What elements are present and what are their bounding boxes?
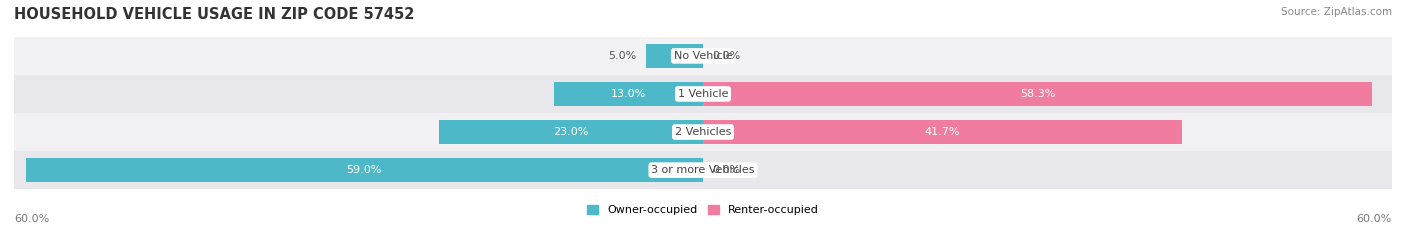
- Bar: [14, 75, 1392, 113]
- Bar: [645, 44, 703, 68]
- Text: 5.0%: 5.0%: [609, 51, 637, 61]
- Text: 60.0%: 60.0%: [1357, 214, 1392, 224]
- Text: 41.7%: 41.7%: [925, 127, 960, 137]
- Text: 13.0%: 13.0%: [610, 89, 645, 99]
- Text: HOUSEHOLD VEHICLE USAGE IN ZIP CODE 57452: HOUSEHOLD VEHICLE USAGE IN ZIP CODE 5745…: [14, 7, 415, 22]
- Text: Source: ZipAtlas.com: Source: ZipAtlas.com: [1281, 7, 1392, 17]
- Bar: [25, 158, 703, 182]
- Bar: [439, 120, 703, 144]
- Bar: [14, 37, 1392, 75]
- Text: 0.0%: 0.0%: [713, 165, 741, 175]
- Text: 23.0%: 23.0%: [554, 127, 589, 137]
- Text: 2 Vehicles: 2 Vehicles: [675, 127, 731, 137]
- Text: 0.0%: 0.0%: [713, 51, 741, 61]
- Legend: Owner-occupied, Renter-occupied: Owner-occupied, Renter-occupied: [582, 201, 824, 220]
- Text: 59.0%: 59.0%: [347, 165, 382, 175]
- Text: 3 or more Vehicles: 3 or more Vehicles: [651, 165, 755, 175]
- Bar: [703, 120, 1182, 144]
- Bar: [703, 82, 1372, 106]
- Bar: [14, 113, 1392, 151]
- Text: No Vehicle: No Vehicle: [673, 51, 733, 61]
- Text: 58.3%: 58.3%: [1019, 89, 1056, 99]
- Text: 1 Vehicle: 1 Vehicle: [678, 89, 728, 99]
- Text: 60.0%: 60.0%: [14, 214, 49, 224]
- Bar: [14, 151, 1392, 189]
- Bar: [554, 82, 703, 106]
